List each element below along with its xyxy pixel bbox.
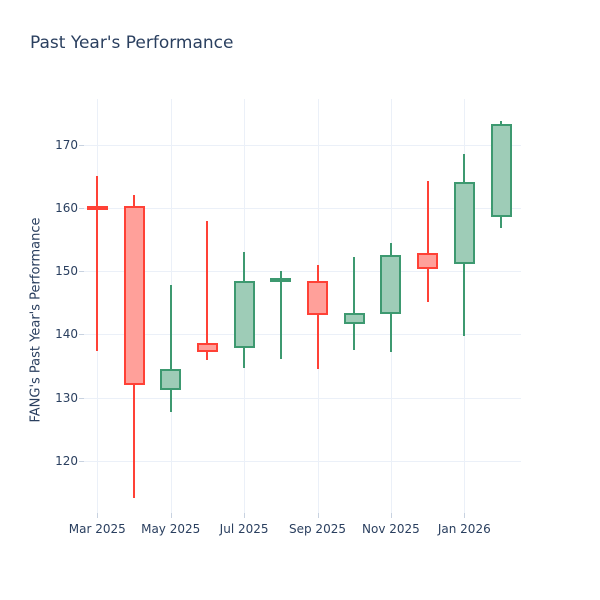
x-tick-mark	[244, 513, 246, 518]
candle-body	[160, 368, 182, 390]
y-tick-mark	[79, 144, 84, 146]
y-tick-label: 140	[55, 327, 78, 342]
candle-body	[233, 280, 255, 349]
h-gridline	[84, 271, 521, 273]
y-tick-label: 160	[55, 200, 78, 215]
x-tick-mark	[390, 513, 392, 518]
candle-body	[380, 255, 402, 315]
y-tick-label: 130	[55, 390, 78, 405]
candle-body	[490, 124, 512, 217]
y-tick-mark	[79, 207, 84, 209]
x-tick-label: May 2025	[141, 522, 201, 536]
x-tick-label: Sep 2025	[289, 522, 346, 536]
x-tick-label: Mar 2025	[68, 522, 126, 536]
candle-body	[196, 342, 218, 352]
x-tick-label: Jan 2026	[437, 522, 491, 536]
candle-body	[86, 205, 108, 210]
candle-body	[453, 181, 475, 265]
h-gridline	[84, 144, 521, 146]
candle-body	[270, 278, 292, 283]
h-gridline	[84, 397, 521, 399]
y-tick-label: 170	[55, 137, 78, 152]
candle-body	[417, 252, 439, 269]
candle-wick	[426, 180, 429, 303]
x-tick-label: Jul 2025	[219, 522, 269, 536]
candle-wick	[353, 256, 356, 351]
h-gridline	[84, 334, 521, 336]
x-tick-mark	[170, 513, 172, 518]
candle-body	[123, 205, 145, 386]
y-tick-mark	[79, 271, 84, 273]
h-gridline	[84, 207, 521, 209]
y-tick-label: 120	[55, 454, 78, 469]
candle-wick	[169, 285, 172, 412]
x-tick-mark	[97, 513, 99, 518]
candle-body	[307, 281, 328, 315]
h-gridline	[84, 461, 521, 463]
x-tick-mark	[464, 513, 466, 518]
candle-wick	[279, 270, 282, 359]
x-tick-mark	[317, 513, 319, 518]
chart-title: Past Year's Performance	[30, 33, 234, 53]
y-tick-label: 150	[55, 264, 78, 279]
candle-wick	[96, 176, 99, 351]
x-tick-label: Nov 2025	[362, 522, 420, 536]
y-tick-mark	[79, 461, 84, 463]
y-tick-mark	[79, 334, 84, 336]
y-tick-mark	[79, 397, 84, 399]
candle-wick	[206, 220, 209, 360]
candle-body	[343, 312, 365, 325]
candle-wick	[316, 264, 319, 370]
